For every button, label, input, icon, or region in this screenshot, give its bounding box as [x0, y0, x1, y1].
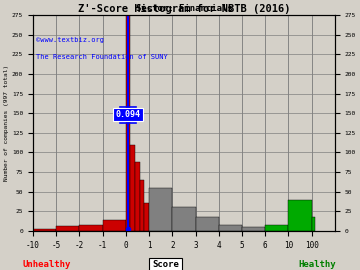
Text: Sector: Financials: Sector: Financials [135, 4, 232, 13]
Bar [140, 180, 144, 231]
Title: Z'-Score Histogram for NBTB (2016): Z'-Score Histogram for NBTB (2016) [78, 4, 290, 15]
Text: Score: Score [152, 260, 179, 269]
Bar [195, 217, 219, 231]
Bar [135, 162, 140, 231]
Text: The Research Foundation of SUNY: The Research Foundation of SUNY [36, 54, 168, 60]
Bar [265, 225, 288, 231]
Bar [33, 229, 56, 231]
Text: Healthy: Healthy [298, 260, 336, 269]
Bar [172, 207, 195, 231]
Text: Unhealthy: Unhealthy [23, 260, 71, 269]
Bar [144, 204, 149, 231]
Bar [79, 225, 103, 231]
Bar [103, 220, 126, 231]
Bar [130, 145, 135, 231]
Bar [126, 15, 130, 231]
Bar [242, 227, 265, 231]
Text: 0.094: 0.094 [116, 110, 140, 119]
Text: ©www.textbiz.org: ©www.textbiz.org [36, 37, 104, 43]
Bar [219, 225, 242, 231]
Bar [149, 188, 172, 231]
Bar [288, 200, 312, 231]
Bar [312, 217, 315, 231]
Bar [56, 226, 79, 231]
Y-axis label: Number of companies (997 total): Number of companies (997 total) [4, 65, 9, 181]
